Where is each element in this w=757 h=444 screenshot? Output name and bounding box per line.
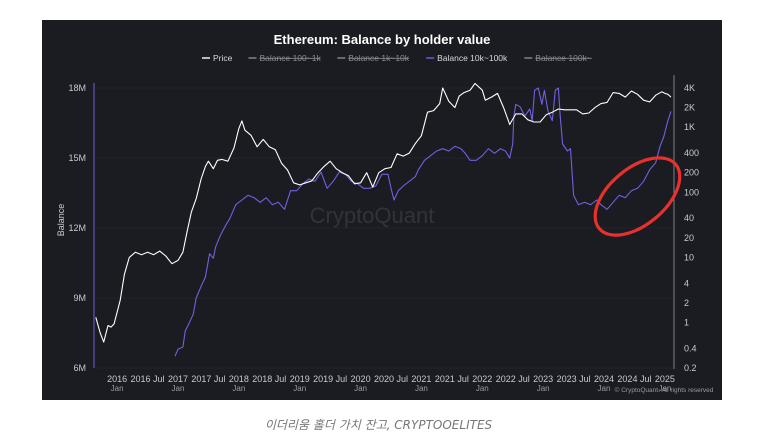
chart-svg: 6M 9M 12M 15M 18M 4K 2K 1K 400 200 100 40 20 10 4 2 1 0.… — [56, 32, 714, 394]
y-left-tick-label: 9M — [73, 293, 86, 303]
series-line-balance-10k-100k — [174, 87, 672, 357]
figure-caption: 이더리움 홀더 가치 잔고, CRYPTOOELITES — [264, 418, 493, 432]
x-tick-label: 2016 Jul — [131, 374, 165, 384]
x-tick-sublabel: Jan — [354, 384, 367, 393]
y-right-tick-label: 2 — [684, 298, 689, 308]
x-tick-label: 2022 — [472, 374, 492, 384]
x-tick-sublabel: Jan — [658, 384, 671, 393]
x-tick-label: 2020 — [351, 374, 371, 384]
grid-layer — [94, 87, 674, 369]
highlight-ellipse — [593, 156, 682, 237]
axis-layer — [93, 75, 675, 369]
x-tick-label: 2016 — [107, 374, 127, 384]
right-axis-ticks: 4K 2K 1K 400 200 100 40 20 10 4 2 1 0.4 0.2 — [684, 83, 699, 373]
legend-item-label[interactable]: Balance 10k~100k — [437, 53, 508, 63]
x-tick-sublabel: Jan — [293, 384, 306, 393]
y-right-tick-label: 0.4 — [684, 343, 697, 353]
copyright-text: © CryptoQuant. All rights reserved — [615, 386, 714, 394]
x-tick-label: 2021 Jul — [435, 374, 469, 384]
x-tick-label: 2023 — [533, 374, 553, 384]
watermark: CryptoQuant — [310, 203, 435, 228]
y-right-tick-label: 200 — [684, 168, 699, 178]
y-right-tick-label: 400 — [684, 148, 699, 158]
x-tick-label: 2023 Jul — [557, 374, 591, 384]
x-tick-sublabel: Jan — [537, 384, 550, 393]
x-tick-label: 2017 Jul — [191, 374, 225, 384]
x-tick-label: 2019 — [290, 374, 310, 384]
legend-item-label[interactable]: Balance 1k~10k — [348, 53, 409, 63]
x-tick-label: 2017 — [168, 374, 188, 384]
y-right-tick-label: 20 — [684, 233, 694, 243]
series-line-price — [95, 82, 672, 343]
chart-title: Ethereum: Balance by holder value — [274, 32, 491, 47]
x-tick-label: 2018 — [229, 374, 249, 384]
y-left-tick-label: 15M — [68, 153, 86, 163]
x-tick-label: 2022 Jul — [496, 374, 530, 384]
series-layer — [95, 82, 672, 357]
x-tick-sublabel: Jan — [111, 384, 124, 393]
y-left-tick-label: 12M — [68, 223, 86, 233]
x-tick-sublabel: Jan — [232, 384, 245, 393]
x-tick-label: 2019 Jul — [313, 374, 347, 384]
x-tick-label: 2018 Jul — [252, 374, 286, 384]
legend-item-label[interactable]: Balance 100k~ — [535, 53, 592, 63]
x-tick-sublabel: Jan — [172, 384, 185, 393]
y-right-tick-label: 1 — [684, 317, 689, 327]
x-tick-label: 2024 — [594, 374, 614, 384]
x-tick-sublabel: Jan — [415, 384, 428, 393]
left-axis-ticks: 6M 9M 12M 15M 18M — [68, 83, 86, 373]
x-tick-label: 2021 — [411, 374, 431, 384]
legend-item-label[interactable]: Balance 100~1k — [260, 53, 322, 63]
y-left-tick-label: 6M — [73, 363, 86, 373]
y-right-tick-label: 0.2 — [684, 363, 697, 373]
x-tick-label: 2024 Jul — [617, 374, 651, 384]
x-tick-label: 2025 — [655, 374, 675, 384]
x-tick-sublabel: Jan — [598, 384, 611, 393]
y-axis-title: Balance — [56, 204, 66, 237]
chart-panel: 6M 9M 12M 15M 18M 4K 2K 1K 400 200 100 40 20 10 4 2 1 0.… — [42, 20, 722, 400]
annotation-layer — [593, 156, 682, 237]
chart-legend[interactable]: Price Balance 100~1k Balance 1k~10k Balance… — [202, 53, 592, 63]
y-right-tick-label: 10 — [684, 252, 694, 262]
y-left-tick-label: 18M — [68, 83, 86, 93]
x-tick-sublabel: Jan — [476, 384, 489, 393]
y-right-tick-label: 100 — [684, 187, 699, 197]
y-right-tick-label: 40 — [684, 213, 694, 223]
y-right-tick-label: 4 — [684, 278, 689, 288]
y-right-tick-label: 4K — [684, 83, 695, 93]
legend-item-label[interactable]: Price — [213, 53, 233, 63]
x-tick-label: 2020 Jul — [374, 374, 408, 384]
y-right-tick-label: 1K — [684, 122, 695, 132]
y-right-tick-label: 2K — [684, 103, 695, 113]
